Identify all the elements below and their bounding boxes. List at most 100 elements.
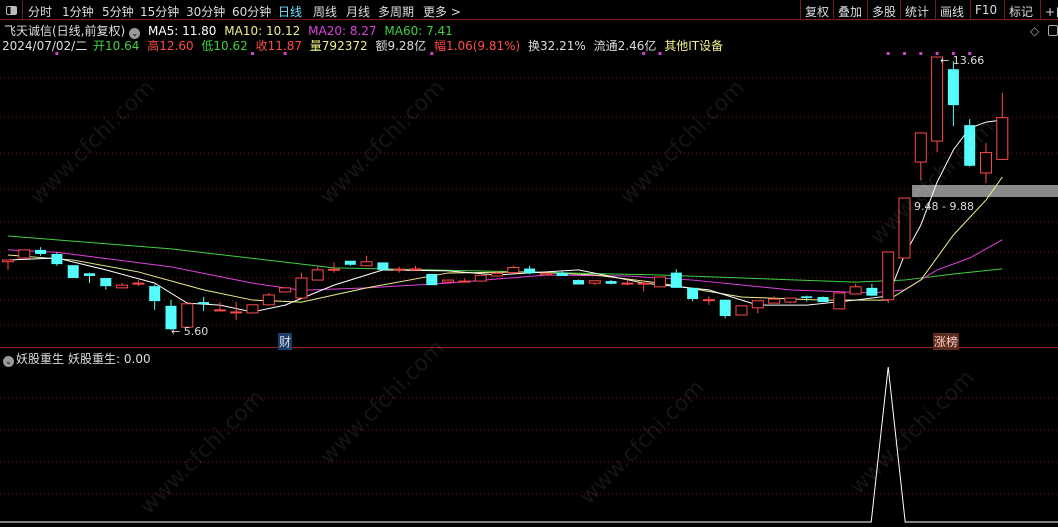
candle-up: [491, 272, 503, 277]
candle-up: [996, 117, 1009, 160]
date: 2024/07/02/二: [2, 39, 88, 53]
period-tab-3[interactable]: 15分钟: [140, 5, 180, 19]
candle-up: [702, 299, 715, 302]
candle-up: [116, 284, 129, 289]
candle-up: [213, 309, 226, 312]
signal-dot: [251, 52, 254, 55]
period-tab-4[interactable]: 30分钟: [186, 5, 226, 19]
candle-up: [588, 280, 601, 284]
turnover: 换32.21%: [528, 39, 586, 53]
signal-dot: [283, 52, 287, 55]
toolbar-button-0[interactable]: 复权: [800, 0, 833, 20]
candle-up: [246, 304, 259, 314]
signal-dot: [642, 52, 646, 55]
candle-up: [442, 279, 455, 283]
candle-up: [931, 56, 944, 142]
candle-up: [230, 311, 243, 314]
period-tab-2[interactable]: 5分钟: [102, 5, 134, 19]
candle-up: [311, 269, 324, 281]
tag-zhangbang[interactable]: 涨榜: [933, 333, 960, 350]
open: 开10.64: [93, 39, 140, 53]
signal-dot: [951, 52, 955, 55]
candle-down: [605, 281, 617, 284]
candle-down: [947, 69, 959, 106]
candle-down: [344, 260, 356, 265]
candle-up: [621, 282, 634, 285]
candle-up: [507, 267, 520, 274]
candle-down: [687, 287, 699, 300]
high-price-label: ← 13.66: [940, 54, 985, 67]
candle-up: [882, 251, 895, 301]
candle-down: [100, 278, 112, 287]
period-tab-9[interactable]: 多周期: [378, 5, 415, 19]
signal-dot: [886, 52, 890, 55]
high-price-value: 13.66: [952, 54, 985, 67]
float-cap: 流通2.46亿: [593, 39, 657, 53]
period-tab-0[interactable]: 分时: [28, 5, 53, 19]
candle-up: [849, 286, 862, 295]
candle-up: [458, 280, 471, 283]
candle-up: [833, 292, 846, 310]
signal-dot: [55, 52, 59, 55]
toolbar-button-1[interactable]: 叠加: [833, 0, 866, 20]
toolbar: 分时 1分钟 5分钟 15分钟 30分钟 60分钟 日线 周线 月线 多周期 更多 > 复权 叠加 多股…: [0, 0, 1058, 20]
ma20-value: MA20: 8.27: [308, 24, 377, 38]
candle-down: [573, 280, 584, 285]
candle-down: [556, 272, 568, 276]
candle-up: [18, 249, 31, 259]
ma60-line: [7, 235, 1003, 283]
ma10-value: MA10: 10.12: [224, 24, 301, 38]
range-band: [912, 185, 1058, 197]
quote-line: 2024/07/02/二 开10.64 高12.60 低10.62 收11.87…: [2, 37, 727, 54]
low-price-label: ← 5.60: [171, 325, 209, 338]
candle-down: [801, 296, 813, 299]
panel-toggle-icon[interactable]: [0, 0, 23, 20]
signal-dot: [919, 52, 923, 55]
diamond-icon[interactable]: ◇: [1030, 24, 1040, 38]
chart-header: 飞天诚信(日线,前复权) ⌄ MA5: 11.80 MA10: 10.12 MA2…: [4, 22, 457, 39]
period-tab-7[interactable]: 周线: [313, 5, 338, 19]
indicator-value: 妖股重生: 0.00: [68, 352, 151, 366]
toolbar-button-6[interactable]: 标记: [1004, 0, 1037, 20]
toolbar-button-3[interactable]: 统计: [900, 0, 933, 20]
period-tab-1[interactable]: 1分钟: [62, 5, 94, 19]
change: 幅1.06(9.81%): [434, 39, 521, 53]
indicator-dropdown-icon[interactable]: ⌄: [3, 356, 14, 367]
candle-up: [784, 297, 797, 303]
candle-down: [670, 272, 682, 288]
toolbar-button-4[interactable]: 画线: [935, 0, 968, 20]
candle-up: [132, 282, 145, 285]
candle-up: [181, 303, 194, 328]
close: 收11.87: [255, 39, 302, 53]
period-tab-6[interactable]: 日线: [278, 5, 303, 19]
candle-up: [980, 152, 992, 174]
candle-up: [474, 274, 487, 282]
candle-down: [964, 125, 976, 166]
period-tab-10[interactable]: 更多 >: [423, 5, 461, 19]
dropdown-icon[interactable]: ⌄: [129, 28, 141, 39]
candle-up: [768, 298, 781, 304]
sector[interactable]: 其他IT设备: [664, 39, 724, 53]
candle-up: [914, 132, 927, 163]
ma5-line: [7, 119, 1003, 313]
period-tab-5[interactable]: 60分钟: [232, 5, 272, 19]
indicator-name: 妖股重生: [16, 352, 65, 366]
tag-cai[interactable]: 财: [278, 333, 293, 350]
candle-down: [35, 249, 47, 254]
signal-dot: [903, 52, 906, 55]
candle-up: [2, 259, 14, 263]
candle-down: [377, 262, 389, 270]
low-price-value: 5.60: [183, 325, 209, 338]
toolbar-button-7[interactable]: +自: [1040, 0, 1058, 20]
toolbar-button-5[interactable]: F10: [970, 0, 1001, 20]
candle-down: [198, 302, 210, 305]
candle-up: [279, 287, 292, 293]
candle-up: [637, 282, 650, 285]
candle-up: [295, 277, 308, 299]
toolbar-button-2[interactable]: 多股: [867, 0, 900, 20]
period-tab-8[interactable]: 月线: [346, 5, 371, 19]
amount: 额9.28亿: [375, 39, 427, 53]
candle-down: [817, 297, 829, 303]
candle-down: [866, 287, 878, 296]
